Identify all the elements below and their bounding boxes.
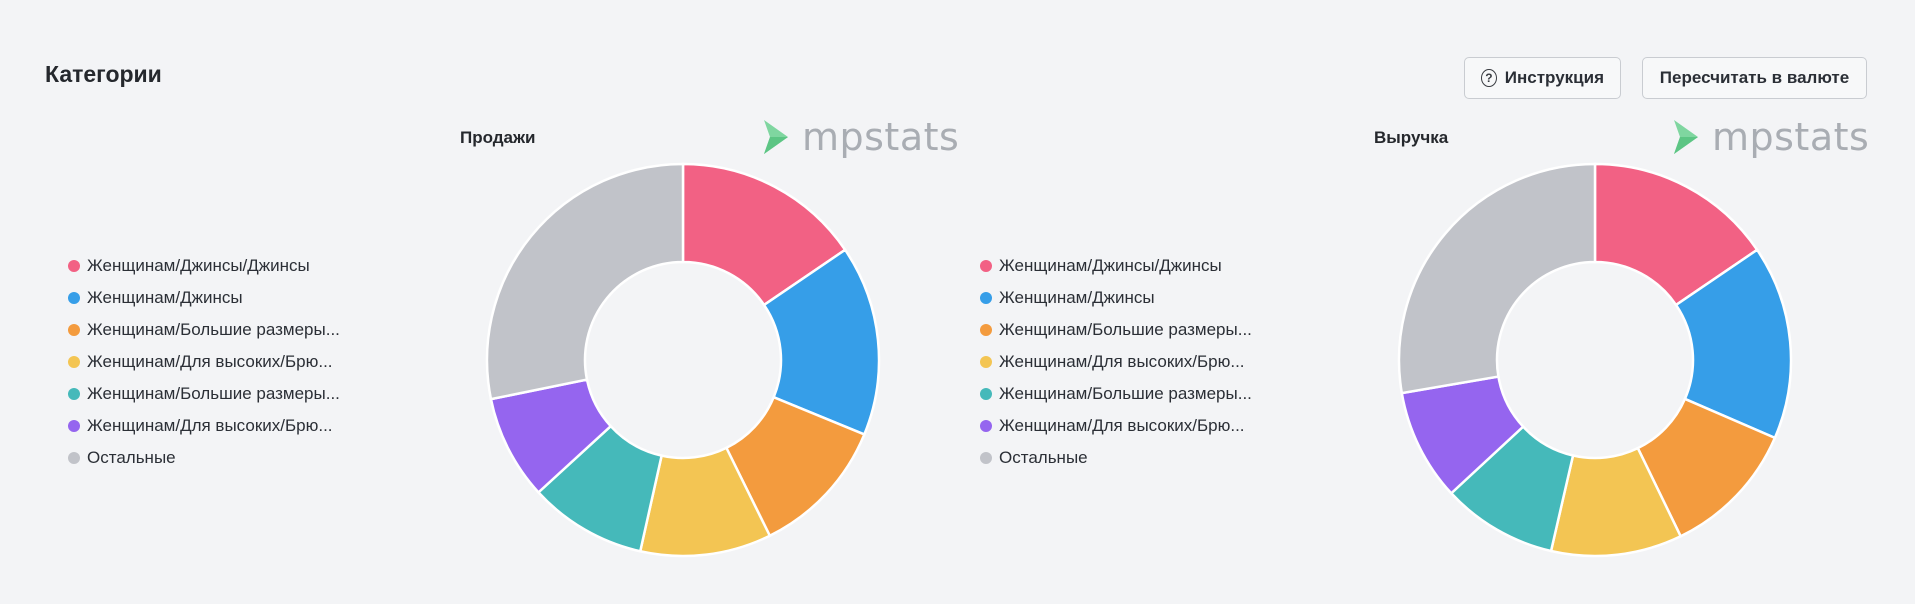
legend-label: Женщинам/Большие размеры... — [87, 320, 340, 339]
legend-dot-icon — [980, 324, 992, 336]
legend-label: Женщинам/Для высоких/Брю... — [999, 352, 1245, 371]
legend-label: Остальные — [999, 448, 1088, 467]
legend-dot-icon — [980, 260, 992, 272]
donut-slice[interactable] — [681, 162, 847, 307]
revenue-chart-title: Выручка — [1374, 128, 1449, 147]
section-title: Категории — [45, 61, 162, 87]
legend-item[interactable]: Женщинам/Большие размеры... — [68, 378, 340, 410]
legend-label: Женщинам/Для высоких/Брю... — [999, 416, 1245, 435]
legend-item[interactable]: Женщинам/Для высоких/Брю... — [68, 346, 340, 378]
legend-dot-icon — [68, 420, 80, 432]
recalc-currency-button-label: Пересчитать в валюте — [1659, 68, 1850, 87]
legend-label: Женщинам/Джинсы — [999, 288, 1155, 307]
donut-slice[interactable] — [485, 162, 685, 401]
legend-item[interactable]: Женщинам/Большие размеры... — [980, 314, 1252, 346]
legend-dot-icon — [68, 356, 80, 368]
legend-item[interactable]: Женщинам/Большие размеры... — [980, 378, 1252, 410]
brand-logo-icon — [764, 120, 788, 154]
legend-dot-icon — [980, 356, 992, 368]
legend-item[interactable]: Женщинам/Джинсы — [68, 282, 340, 314]
brand-text: mpstats — [802, 115, 960, 159]
legend-item[interactable]: Женщинам/Джинсы/Джинсы — [980, 250, 1252, 282]
revenue-legend: Женщинам/Джинсы/Джинсы Женщинам/Джинсы Жен… — [980, 250, 1252, 474]
donut-slice[interactable] — [1397, 162, 1597, 395]
legend-dot-icon — [68, 324, 80, 336]
legend-dot-icon — [68, 452, 80, 464]
brand-watermark: mpstats — [1672, 118, 1869, 156]
legend-label: Остальные — [87, 448, 176, 467]
sales-donut-chart — [485, 162, 881, 558]
brand-logo-icon — [1674, 120, 1698, 154]
legend-label: Женщинам/Большие размеры... — [999, 384, 1252, 403]
legend-item[interactable]: Женщинам/Джинсы — [980, 282, 1252, 314]
legend-item[interactable]: Женщинам/Для высоких/Брю... — [980, 410, 1252, 442]
donut-slice[interactable] — [762, 248, 881, 437]
legend-item[interactable]: Остальные — [980, 442, 1252, 474]
revenue-donut-chart — [1397, 162, 1793, 558]
legend-label: Женщинам/Для высоких/Брю... — [87, 352, 333, 371]
brand-text: mpstats — [1712, 115, 1870, 159]
legend-item[interactable]: Женщинам/Для высоких/Брю... — [980, 346, 1252, 378]
legend-label: Женщинам/Большие размеры... — [999, 320, 1252, 339]
recalc-currency-button[interactable]: Пересчитать в валюте — [1642, 57, 1867, 99]
legend-label: Женщинам/Для высоких/Брю... — [87, 416, 333, 435]
legend-label: Женщинам/Большие размеры... — [87, 384, 340, 403]
legend-dot-icon — [980, 452, 992, 464]
legend-label: Женщинам/Джинсы — [87, 288, 243, 307]
legend-dot-icon — [68, 260, 80, 272]
brand-watermark: mpstats — [762, 118, 959, 156]
instruction-button-label: Инструкция — [1504, 68, 1604, 87]
donut-slice[interactable] — [1674, 248, 1793, 440]
legend-label: Женщинам/Джинсы/Джинсы — [999, 256, 1222, 275]
legend-dot-icon — [980, 388, 992, 400]
legend-item[interactable]: Женщинам/Для высоких/Брю... — [68, 410, 340, 442]
legend-item[interactable]: Женщинам/Джинсы/Джинсы — [68, 250, 340, 282]
help-circle-icon: ? — [1481, 69, 1497, 87]
legend-item[interactable]: Женщинам/Большие размеры... — [68, 314, 340, 346]
legend-label: Женщинам/Джинсы/Джинсы — [87, 256, 310, 275]
legend-dot-icon — [68, 388, 80, 400]
sales-chart-title: Продажи — [460, 128, 536, 147]
instruction-button[interactable]: ? Инструкция — [1464, 57, 1621, 99]
sales-legend: Женщинам/Джинсы/Джинсы Женщинам/Джинсы Жен… — [68, 250, 340, 474]
legend-item[interactable]: Остальные — [68, 442, 340, 474]
donut-slice[interactable] — [1593, 162, 1759, 307]
legend-dot-icon — [980, 420, 992, 432]
legend-dot-icon — [68, 292, 80, 304]
legend-dot-icon — [980, 292, 992, 304]
